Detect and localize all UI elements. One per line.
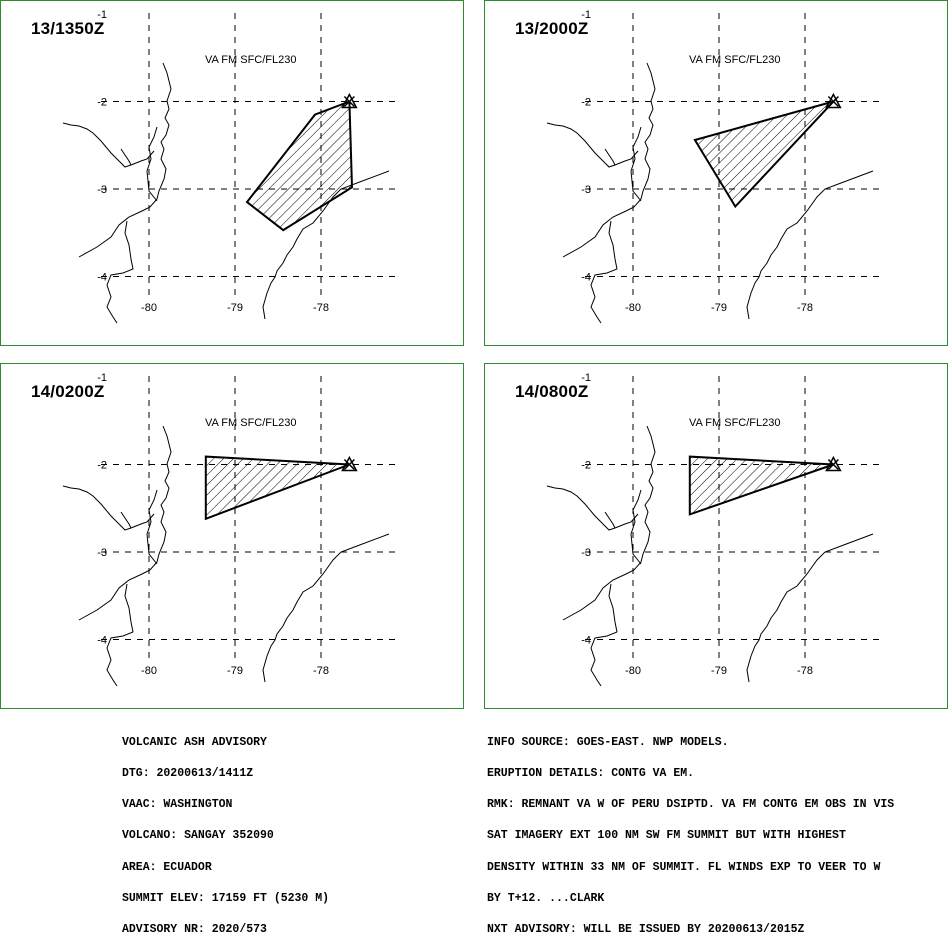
lat-tick-label: -3 <box>97 547 107 559</box>
lat-tick-label: -2 <box>97 460 107 472</box>
lat-tick-label: -2 <box>581 97 591 109</box>
advisory-line: ADVISORY NR: 2020/573 <box>122 923 267 937</box>
coastline <box>146 126 158 202</box>
map-canvas: -1 -2 -3 -4 -80 -79 -78 <box>546 9 885 324</box>
advisory-line: NXT ADVISORY: WILL BE ISSUED BY 20200613… <box>487 923 805 937</box>
advisory-line: INFO SOURCE: GOES-EAST. NWP MODELS. <box>487 735 729 749</box>
volcano-x-icon <box>343 95 355 108</box>
ash-cloud-polygon <box>245 100 354 232</box>
map-panel-3: -1 -2 -3 -4 -80 -79 -78 14/0200Z VA FM SFC/FL2… <box>0 363 464 709</box>
coastline <box>604 148 616 166</box>
volcano-triangle-icon <box>341 455 358 472</box>
coastline <box>746 533 874 683</box>
map-panel-4: -1 -2 -3 -4 -80 -79 -78 14/0800Z VA FM SFC/FL2… <box>484 363 948 709</box>
coastline <box>106 220 134 324</box>
lon-tick-label: -80 <box>141 302 157 314</box>
coastline <box>590 583 618 687</box>
panel-time: 13/1350Z <box>31 19 105 38</box>
advisory-line: DENSITY WITHIN 33 NM OF SUMMIT. FL WINDS… <box>487 860 881 874</box>
panel-time: 13/2000Z <box>515 19 589 38</box>
lat-tick-label: -4 <box>581 635 591 647</box>
coastline <box>546 122 639 168</box>
lat-tick-label: -3 <box>581 547 591 559</box>
panel-time: 14/0200Z <box>31 382 105 401</box>
advisory-line: DTG: 20200613/1411Z <box>122 767 254 781</box>
lat-tick-label: -2 <box>97 97 107 109</box>
coastline <box>746 170 874 320</box>
advisory-details-block: INFO SOURCE: GOES-EAST. NWP MODELS. ERUP… <box>487 717 894 946</box>
panel-label: VA FM SFC/FL230 <box>205 54 297 66</box>
lat-tick-label: -1 <box>581 9 591 21</box>
volcano-triangle-icon <box>341 92 358 109</box>
coastline <box>604 511 616 529</box>
volcano-x-icon <box>827 458 839 471</box>
lat-tick-label: -4 <box>97 635 107 647</box>
volcano-triangle-icon <box>825 92 842 109</box>
lon-tick-label: -80 <box>141 665 157 677</box>
panel-label: VA FM SFC/FL230 <box>689 417 781 429</box>
lon-tick-label: -79 <box>227 665 243 677</box>
lon-tick-label: -80 <box>625 665 641 677</box>
map-canvas: -1 -2 -3 -4 -80 -79 -78 <box>62 9 401 324</box>
lat-tick-label: -4 <box>581 272 591 284</box>
coastline <box>562 62 656 258</box>
lat-tick-label: -4 <box>97 272 107 284</box>
advisory-line: VOLCANIC ASH ADVISORY <box>122 735 267 749</box>
advisory-line: AREA: ECUADOR <box>122 860 212 874</box>
volcano-triangle-icon <box>825 455 842 472</box>
lat-tick-label: -3 <box>581 184 591 196</box>
lon-tick-label: -79 <box>227 302 243 314</box>
coastline <box>262 533 390 683</box>
panel-label: VA FM SFC/FL230 <box>205 417 297 429</box>
advisory-line: BY T+12. ...CLARK <box>487 891 605 905</box>
lat-tick-label: -3 <box>97 184 107 196</box>
advisory-header-block: VOLCANIC ASH ADVISORY DTG: 20200613/1411… <box>122 717 329 946</box>
advisory-line: VOLCANO: SANGAY 352090 <box>122 829 274 843</box>
panel-time: 14/0800Z <box>515 382 589 401</box>
advisory-line: SAT IMAGERY EXT 100 NM SW FM SUMMIT BUT … <box>487 829 846 843</box>
lat-tick-label: -1 <box>581 372 591 384</box>
coastline <box>630 489 642 565</box>
coastline <box>146 489 158 565</box>
map-panel-1: -1 -2 -3 -4 -80 -79 -78 13/1350Z VA FM SFC/FL2… <box>0 0 464 346</box>
coastline <box>562 425 656 621</box>
coastline <box>546 485 639 531</box>
advisory-line: SUMMIT ELEV: 17159 FT (5230 M) <box>122 891 330 905</box>
advisory-line: ERUPTION DETAILS: CONTG VA EM. <box>487 767 695 781</box>
lon-tick-label: -78 <box>797 302 813 314</box>
ash-cloud-polygon <box>204 455 350 521</box>
coastline <box>590 220 618 324</box>
advisory-line: VAAC: WASHINGTON <box>122 798 233 812</box>
map-panel-2: -1 -2 -3 -4 -80 -79 -78 13/2000Z VA FM SFC/FL2… <box>484 0 948 346</box>
lat-tick-label: -1 <box>97 372 107 384</box>
volcano-x-icon <box>827 95 839 108</box>
coastline <box>62 122 155 168</box>
lon-tick-label: -78 <box>313 665 329 677</box>
coastline <box>106 583 134 687</box>
coastline <box>630 126 642 202</box>
ash-cloud-polygon <box>693 99 837 209</box>
lat-tick-label: -2 <box>581 460 591 472</box>
panel-label: VA FM SFC/FL230 <box>689 54 781 66</box>
coastline <box>62 485 155 531</box>
coastline <box>120 511 132 529</box>
coastline <box>78 425 172 621</box>
map-canvas: -1 -2 -3 -4 -80 -79 -78 <box>546 372 885 687</box>
lon-tick-label: -79 <box>711 302 727 314</box>
coastline <box>120 148 132 166</box>
coastline <box>78 62 172 258</box>
lon-tick-label: -78 <box>313 302 329 314</box>
ash-cloud-polygon <box>688 455 834 516</box>
lon-tick-label: -80 <box>625 302 641 314</box>
lon-tick-label: -79 <box>711 665 727 677</box>
map-canvas: -1 -2 -3 -4 -80 -79 -78 <box>62 372 401 687</box>
lon-tick-label: -78 <box>797 665 813 677</box>
advisory-line: RMK: REMNANT VA W OF PERU DSIPTD. VA FM … <box>487 798 895 812</box>
volcano-x-icon <box>343 458 355 471</box>
lat-tick-label: -1 <box>97 9 107 21</box>
